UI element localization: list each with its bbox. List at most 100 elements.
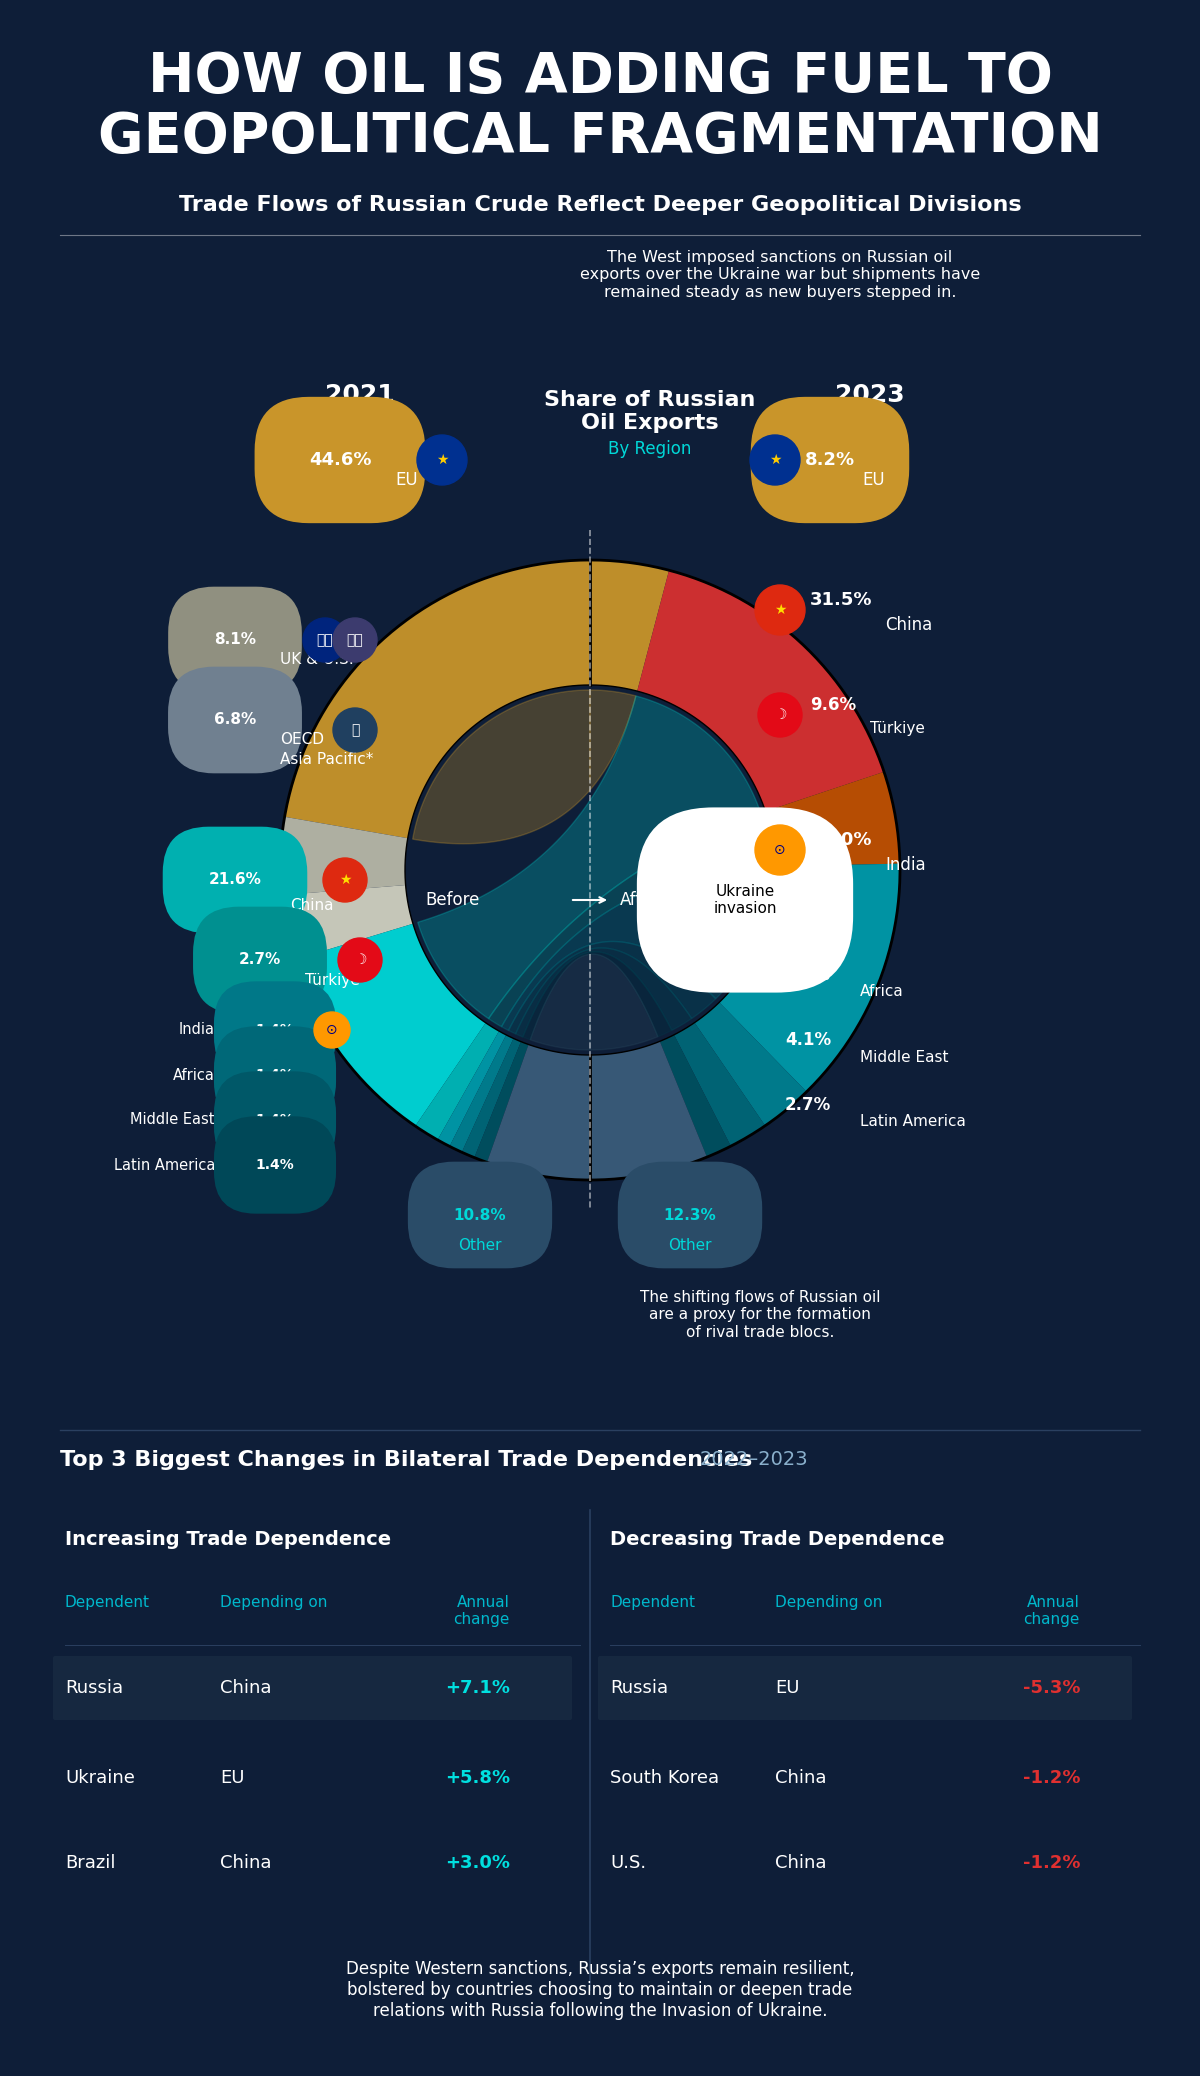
Text: 10.8%: 10.8% — [454, 1208, 506, 1223]
Text: U.S.: U.S. — [610, 1854, 646, 1873]
Text: Increasing Trade Dependence: Increasing Trade Dependence — [65, 1530, 391, 1549]
Text: UK & U.S.: UK & U.S. — [280, 652, 354, 668]
Text: 12.3%: 12.3% — [664, 1208, 716, 1223]
Text: Ukraine
invasion: Ukraine invasion — [713, 884, 776, 916]
Polygon shape — [418, 695, 761, 1019]
FancyBboxPatch shape — [598, 1657, 1132, 1721]
Text: 🇺🇸: 🇺🇸 — [347, 633, 364, 648]
Text: China: China — [220, 1679, 271, 1696]
Polygon shape — [487, 1044, 590, 1179]
Text: Before: Before — [426, 891, 480, 909]
Text: China: China — [775, 1854, 827, 1873]
Text: 1.4%: 1.4% — [256, 1158, 294, 1173]
Polygon shape — [488, 814, 770, 1028]
Circle shape — [334, 619, 377, 662]
Text: 26.0%: 26.0% — [810, 830, 872, 849]
Text: Other: Other — [668, 1237, 712, 1252]
Text: ⊙: ⊙ — [774, 843, 786, 857]
Polygon shape — [516, 949, 691, 1038]
Text: China: China — [290, 897, 334, 913]
Text: EU: EU — [775, 1679, 799, 1696]
Text: 8.2%: 8.2% — [805, 450, 856, 469]
Polygon shape — [284, 561, 590, 839]
Polygon shape — [660, 1034, 731, 1156]
Polygon shape — [280, 816, 408, 895]
Polygon shape — [719, 864, 900, 1092]
Text: Middle East: Middle East — [131, 1113, 215, 1127]
Polygon shape — [293, 924, 486, 1125]
Text: 2023: 2023 — [835, 382, 905, 407]
Text: Latin America: Latin America — [860, 1115, 966, 1129]
Text: GEOPOLITICAL FRAGMENTATION: GEOPOLITICAL FRAGMENTATION — [97, 110, 1103, 164]
Circle shape — [323, 857, 367, 901]
Circle shape — [334, 708, 377, 752]
Text: Africa: Africa — [860, 984, 904, 999]
Polygon shape — [413, 689, 636, 843]
Circle shape — [418, 436, 467, 486]
Circle shape — [750, 436, 800, 486]
Text: EU: EU — [395, 471, 418, 490]
Text: Türkiye: Türkiye — [305, 972, 360, 988]
Text: The shifting flows of Russian oil
are a proxy for the formation
of rival trade b: The shifting flows of Russian oil are a … — [640, 1289, 881, 1339]
Text: Top 3 Biggest Changes in Bilateral Trade Dependencies: Top 3 Biggest Changes in Bilateral Trade… — [60, 1449, 752, 1470]
Circle shape — [302, 619, 347, 662]
Text: ★: ★ — [338, 874, 352, 886]
Polygon shape — [281, 884, 413, 959]
Polygon shape — [438, 1032, 506, 1146]
Text: +5.8%: +5.8% — [445, 1769, 510, 1787]
Circle shape — [755, 824, 805, 874]
Text: ★: ★ — [774, 602, 786, 617]
Text: Despite Western sanctions, Russia’s exports remain resilient,
bolstered by count: Despite Western sanctions, Russia’s expo… — [346, 1960, 854, 2020]
Text: Annual
change: Annual change — [454, 1594, 510, 1628]
Text: Share of Russian
Oil Exports: Share of Russian Oil Exports — [545, 390, 756, 434]
Text: Latin America: Latin America — [114, 1158, 215, 1173]
Text: 5.5%: 5.5% — [785, 965, 830, 984]
Text: Brazil: Brazil — [65, 1854, 115, 1873]
Text: 9.6%: 9.6% — [810, 695, 856, 714]
Text: Türkiye: Türkiye — [870, 720, 925, 735]
Polygon shape — [590, 561, 670, 691]
Polygon shape — [462, 1038, 521, 1158]
Text: Other: Other — [458, 1237, 502, 1252]
Text: India: India — [179, 1023, 215, 1038]
Polygon shape — [509, 940, 715, 1034]
Text: India: India — [886, 855, 925, 874]
Text: Trade Flows of Russian Crude Reflect Deeper Geopolitical Divisions: Trade Flows of Russian Crude Reflect Dee… — [179, 195, 1021, 216]
FancyBboxPatch shape — [53, 1657, 572, 1721]
Polygon shape — [590, 1042, 707, 1179]
Polygon shape — [766, 772, 900, 866]
Text: Middle East: Middle East — [860, 1050, 948, 1065]
Text: ☽: ☽ — [354, 953, 366, 967]
Text: OECD: OECD — [280, 733, 324, 747]
Text: +3.0%: +3.0% — [445, 1854, 510, 1873]
Text: 6.8%: 6.8% — [214, 712, 256, 727]
Text: 4.1%: 4.1% — [785, 1032, 832, 1048]
Text: 21.6%: 21.6% — [209, 872, 262, 889]
Circle shape — [338, 938, 382, 982]
Text: Decreasing Trade Dependence: Decreasing Trade Dependence — [610, 1530, 944, 1549]
Circle shape — [755, 585, 805, 635]
Text: 1.4%: 1.4% — [256, 1113, 294, 1127]
Text: -1.2%: -1.2% — [1022, 1854, 1080, 1873]
Polygon shape — [695, 1003, 806, 1125]
Text: EU: EU — [862, 471, 884, 490]
Text: 1.4%: 1.4% — [256, 1023, 294, 1038]
Text: 2.7%: 2.7% — [239, 953, 281, 967]
Polygon shape — [474, 1042, 528, 1163]
Text: EU: EU — [220, 1769, 245, 1787]
Text: -5.3%: -5.3% — [1022, 1679, 1080, 1696]
Text: 31.5%: 31.5% — [810, 592, 872, 608]
Text: ☽: ☽ — [774, 708, 786, 722]
Text: +7.1%: +7.1% — [445, 1679, 510, 1696]
Text: ★: ★ — [769, 453, 781, 467]
Text: Africa: Africa — [173, 1067, 215, 1082]
Text: South Korea: South Korea — [610, 1769, 719, 1787]
Text: 44.6%: 44.6% — [308, 450, 371, 469]
Text: ⊙: ⊙ — [326, 1023, 338, 1038]
Text: China: China — [775, 1769, 827, 1787]
Text: Dependent: Dependent — [65, 1594, 150, 1611]
Circle shape — [314, 1011, 350, 1048]
Text: 🌏: 🌏 — [350, 722, 359, 737]
Text: The West imposed sanctions on Russian oil
exports over the Ukraine war but shipm: The West imposed sanctions on Russian oi… — [580, 249, 980, 299]
Text: Dependent: Dependent — [610, 1594, 695, 1611]
